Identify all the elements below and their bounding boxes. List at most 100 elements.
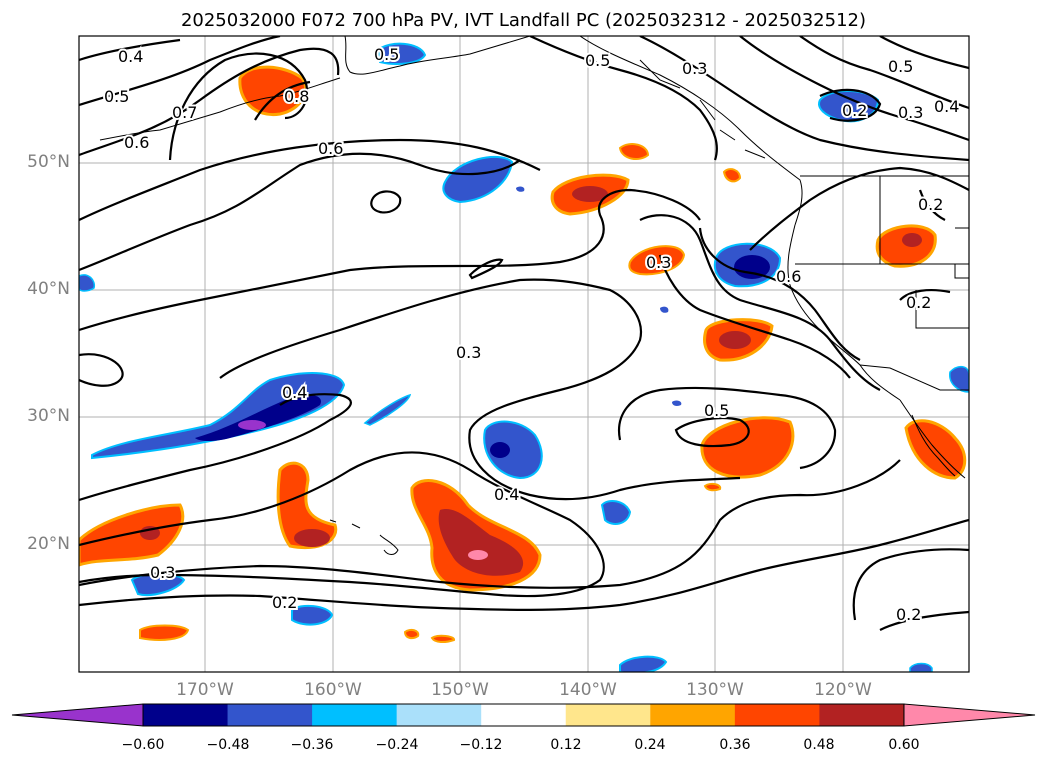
cold-blob-tiny-b bbox=[660, 306, 669, 313]
colorbar-tick-4: −0.12 bbox=[459, 737, 503, 753]
contour-0.2-south bbox=[79, 518, 969, 611]
contour-0.5-south bbox=[79, 188, 701, 332]
alaska-coast bbox=[344, 36, 531, 75]
clabel-4: 0.8 bbox=[284, 87, 309, 106]
contour-0.2-right bbox=[899, 289, 951, 301]
contour-0.3-center bbox=[79, 353, 124, 387]
lon-label-160w: 160°W bbox=[304, 680, 362, 700]
colorbar-bin-3 bbox=[312, 704, 398, 726]
contour-0.7 bbox=[168, 52, 309, 161]
cold-blob-w-40n bbox=[79, 274, 96, 292]
contour-0.2-top-right bbox=[918, 189, 946, 221]
colorbar-bin-7 bbox=[650, 704, 736, 726]
warm-blob-42n bbox=[628, 245, 686, 276]
baja-peninsula bbox=[911, 414, 956, 477]
warm-core-hawaii-e bbox=[438, 509, 524, 576]
canada-islands bbox=[639, 59, 766, 159]
contour-0.8 bbox=[254, 80, 311, 121]
clabel-10: 0.2 bbox=[842, 101, 867, 120]
coastlines bbox=[99, 36, 969, 555]
clabel-17: 0.3 bbox=[456, 343, 481, 362]
clabel-7: 0.5 bbox=[585, 51, 610, 70]
warm-blob-tiny-d bbox=[722, 168, 742, 183]
warm-max-hawaii-e bbox=[468, 550, 488, 560]
map-frame bbox=[78, 35, 970, 673]
cold-core-28n bbox=[490, 442, 510, 458]
lat-label-20n: 20°N bbox=[27, 534, 70, 554]
clabel-20: 0.4 bbox=[494, 485, 519, 504]
clabel-9: 0.5 bbox=[888, 57, 913, 76]
contour-0.3-ne2 bbox=[739, 36, 969, 142]
clabel-19: 0.5 bbox=[704, 401, 729, 420]
contour-labels: 0.4 0.5 0.6 0.7 0.8 0.5 0.6 0.5 0.3 0.5 … bbox=[102, 43, 961, 626]
lat-label-30n: 30°N bbox=[27, 406, 70, 426]
warm-core-ne-pacific bbox=[572, 186, 608, 202]
warm-blob-gulf-alaska bbox=[238, 65, 308, 117]
contour-0.6-east bbox=[639, 214, 881, 391]
contour-0.2-se2 bbox=[879, 610, 969, 631]
clabel-8: 0.3 bbox=[682, 59, 707, 78]
colorbar-bin-6 bbox=[565, 704, 651, 726]
colorbar-tick-3: −0.24 bbox=[375, 737, 419, 753]
warm-blob-small-48n bbox=[618, 143, 650, 161]
contour-0.4-ne bbox=[799, 36, 969, 110]
contour-0.2-ne bbox=[819, 88, 882, 122]
contour-0.5-ne2 bbox=[879, 36, 969, 70]
colorbar-extend-left bbox=[11, 703, 144, 727]
clabel-12: 0.4 bbox=[934, 97, 959, 116]
colorbar-tick-1: −0.48 bbox=[206, 737, 250, 753]
warm-core-ca-coast bbox=[902, 233, 922, 247]
hawaii-islands bbox=[329, 519, 399, 555]
warm-blob-27n bbox=[700, 416, 795, 479]
contour-0.6-mid bbox=[79, 138, 541, 221]
colorbar-tick-9: 0.60 bbox=[888, 737, 920, 753]
cold-blob-14n bbox=[291, 604, 334, 626]
warm-blob-w-20n bbox=[79, 503, 185, 567]
colorbar-bin-8 bbox=[734, 704, 820, 726]
clabel-2: 0.6 bbox=[124, 133, 149, 152]
cold-blob-12n bbox=[619, 655, 668, 672]
cold-sliver-30n bbox=[363, 393, 412, 426]
clabel-0: 0.4 bbox=[118, 47, 143, 66]
colorbar-tick-8: 0.48 bbox=[803, 737, 835, 753]
cold-blob-28n bbox=[483, 420, 543, 480]
cold-blob-58n bbox=[376, 42, 427, 65]
colorbar-outline bbox=[142, 703, 905, 727]
lon-label-150w: 150°W bbox=[431, 680, 489, 700]
colorbar-bin-1 bbox=[143, 704, 229, 726]
clabel-5: 0.5 bbox=[374, 45, 399, 64]
us-state-line-4 bbox=[915, 290, 969, 329]
map-title: 2025032000 F072 700 hPa PV, IVT Landfall… bbox=[180, 10, 867, 31]
contour-0.3-south bbox=[79, 459, 901, 589]
colorbar-bin-4 bbox=[396, 704, 482, 726]
cold-blob-baja-e bbox=[949, 366, 969, 393]
lon-label-130w: 130°W bbox=[686, 680, 744, 700]
contour-0.4-south bbox=[79, 393, 352, 502]
lon-label-170w: 170°W bbox=[176, 680, 234, 700]
contour-0.4-nw bbox=[79, 38, 181, 62]
warm-core-36n bbox=[719, 331, 751, 349]
us-border bbox=[859, 364, 969, 391]
warm-blob-tiny-c bbox=[703, 482, 722, 492]
contour-closed-a bbox=[370, 190, 402, 214]
clabel-13: 0.2 bbox=[918, 195, 943, 214]
warm-blob-small-14n bbox=[139, 624, 190, 641]
bc-coast bbox=[579, 36, 803, 226]
contour-0.6-nw bbox=[79, 47, 340, 157]
cold-blob-se-corner bbox=[909, 662, 933, 672]
clabel-1: 0.5 bbox=[104, 87, 129, 106]
cold-blob-48n bbox=[442, 155, 514, 204]
clabel-22: 0.2 bbox=[272, 593, 297, 612]
contour-0.3-band bbox=[219, 278, 741, 501]
colorbar-bin-9 bbox=[819, 704, 905, 726]
lon-label-120w: 120°W bbox=[814, 680, 872, 700]
warm-blob-tiny-a bbox=[403, 628, 420, 640]
warm-blob-hawaii-w bbox=[276, 461, 338, 549]
contour-0.2-se bbox=[852, 548, 969, 621]
lon-label-140w: 140°W bbox=[559, 680, 617, 700]
lat-label-50n: 50°N bbox=[27, 152, 70, 172]
clabel-18: 0.4 bbox=[282, 383, 307, 402]
clabel-11: 0.3 bbox=[898, 103, 923, 122]
warm-blob-ca-coast bbox=[875, 224, 937, 268]
lat-label-40n: 40°N bbox=[27, 279, 70, 299]
